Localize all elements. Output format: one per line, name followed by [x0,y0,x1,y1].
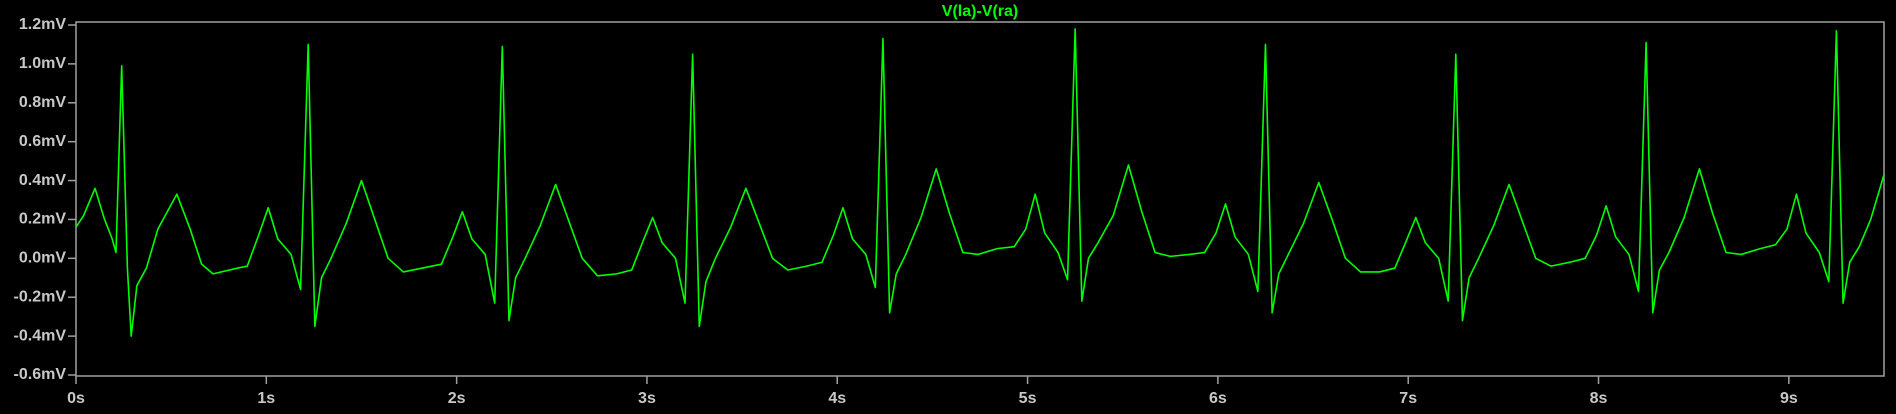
x-tick-label: 3s [638,390,656,407]
x-tick-label: 2s [448,390,466,407]
y-tick-label: -0.4mV [14,327,67,344]
x-tick-label: 5s [1019,390,1037,407]
y-tick-label: 0.0mV [19,250,66,267]
y-tick-label: 0.8mV [19,94,66,111]
y-tick-label: 0.2mV [19,211,66,228]
x-tick-label: 7s [1399,390,1417,407]
y-tick-label: 1.2mV [19,16,66,33]
y-tick-label: 0.6mV [19,133,66,150]
y-tick-label: -0.2mV [14,288,67,305]
y-tick-label: -0.6mV [14,366,67,383]
y-tick-label: 1.0mV [19,55,66,72]
x-tick-label: 8s [1590,390,1608,407]
x-tick-label: 1s [257,390,275,407]
plot-frame [75,21,1885,377]
y-tick-label: 0.4mV [19,172,66,189]
x-tick-label: 9s [1780,390,1798,407]
x-tick-label: 4s [828,390,846,407]
x-tick-label: 6s [1209,390,1227,407]
chart-title: V(la)-V(ra) [942,3,1018,20]
trace [75,28,1885,337]
x-tick-label: 0s [67,390,85,407]
